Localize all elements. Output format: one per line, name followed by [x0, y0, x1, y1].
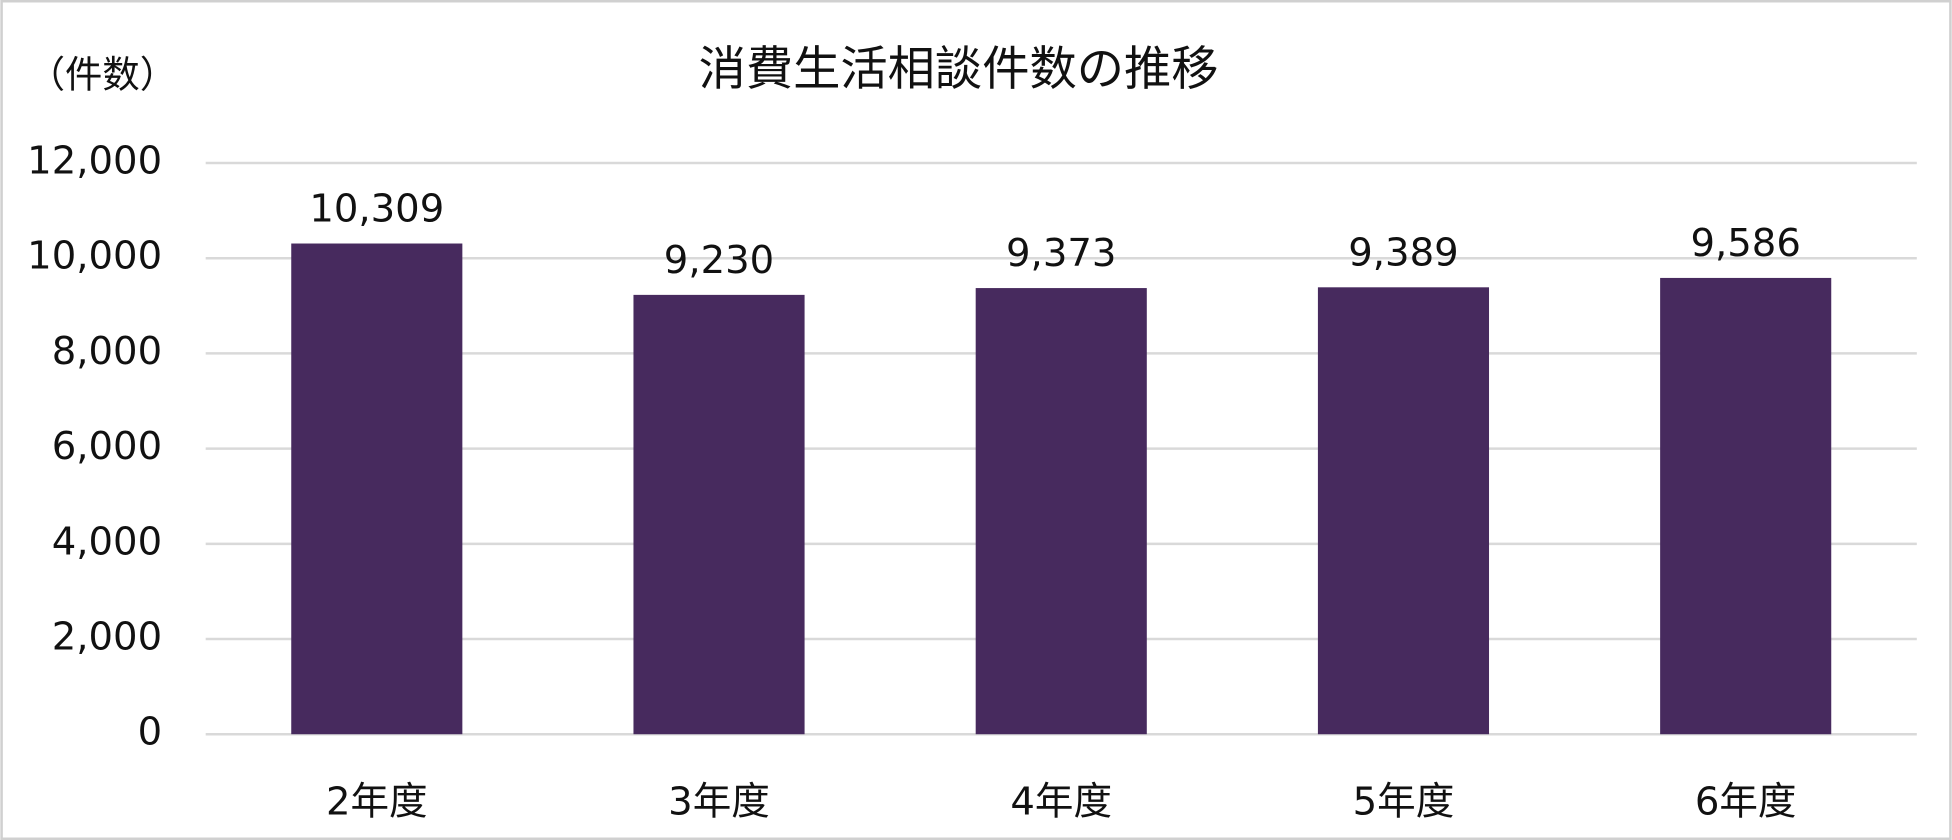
x-tick-label: 4年度	[1010, 779, 1112, 824]
data-label: 10,309	[309, 187, 444, 232]
y-tick-label: 0	[138, 710, 163, 755]
bar	[291, 243, 463, 735]
x-tick-label: 3年度	[668, 779, 770, 824]
y-tick-label: 6,000	[52, 424, 162, 469]
y-tick-label: 4,000	[52, 519, 162, 564]
y-tick-label: 10,000	[27, 234, 162, 279]
chart-title: 消費生活相談件数の推移	[699, 42, 1219, 97]
y-tick-label: 2,000	[52, 615, 162, 660]
y-tick-label: 12,000	[27, 139, 162, 184]
y-tick-label: 8,000	[52, 329, 162, 374]
bar	[975, 288, 1147, 735]
data-label: 9,230	[664, 238, 774, 283]
bar	[1660, 277, 1832, 735]
data-label: 9,389	[1348, 230, 1458, 275]
data-label: 9,586	[1690, 221, 1800, 266]
bar	[1317, 287, 1490, 735]
x-tick-label: 6年度	[1695, 779, 1797, 824]
x-tick-label: 2年度	[326, 779, 428, 824]
data-label: 9,373	[1006, 231, 1116, 276]
y-axis-label: （件数）	[28, 53, 177, 97]
x-tick-label: 5年度	[1353, 779, 1455, 824]
bar	[633, 294, 805, 735]
